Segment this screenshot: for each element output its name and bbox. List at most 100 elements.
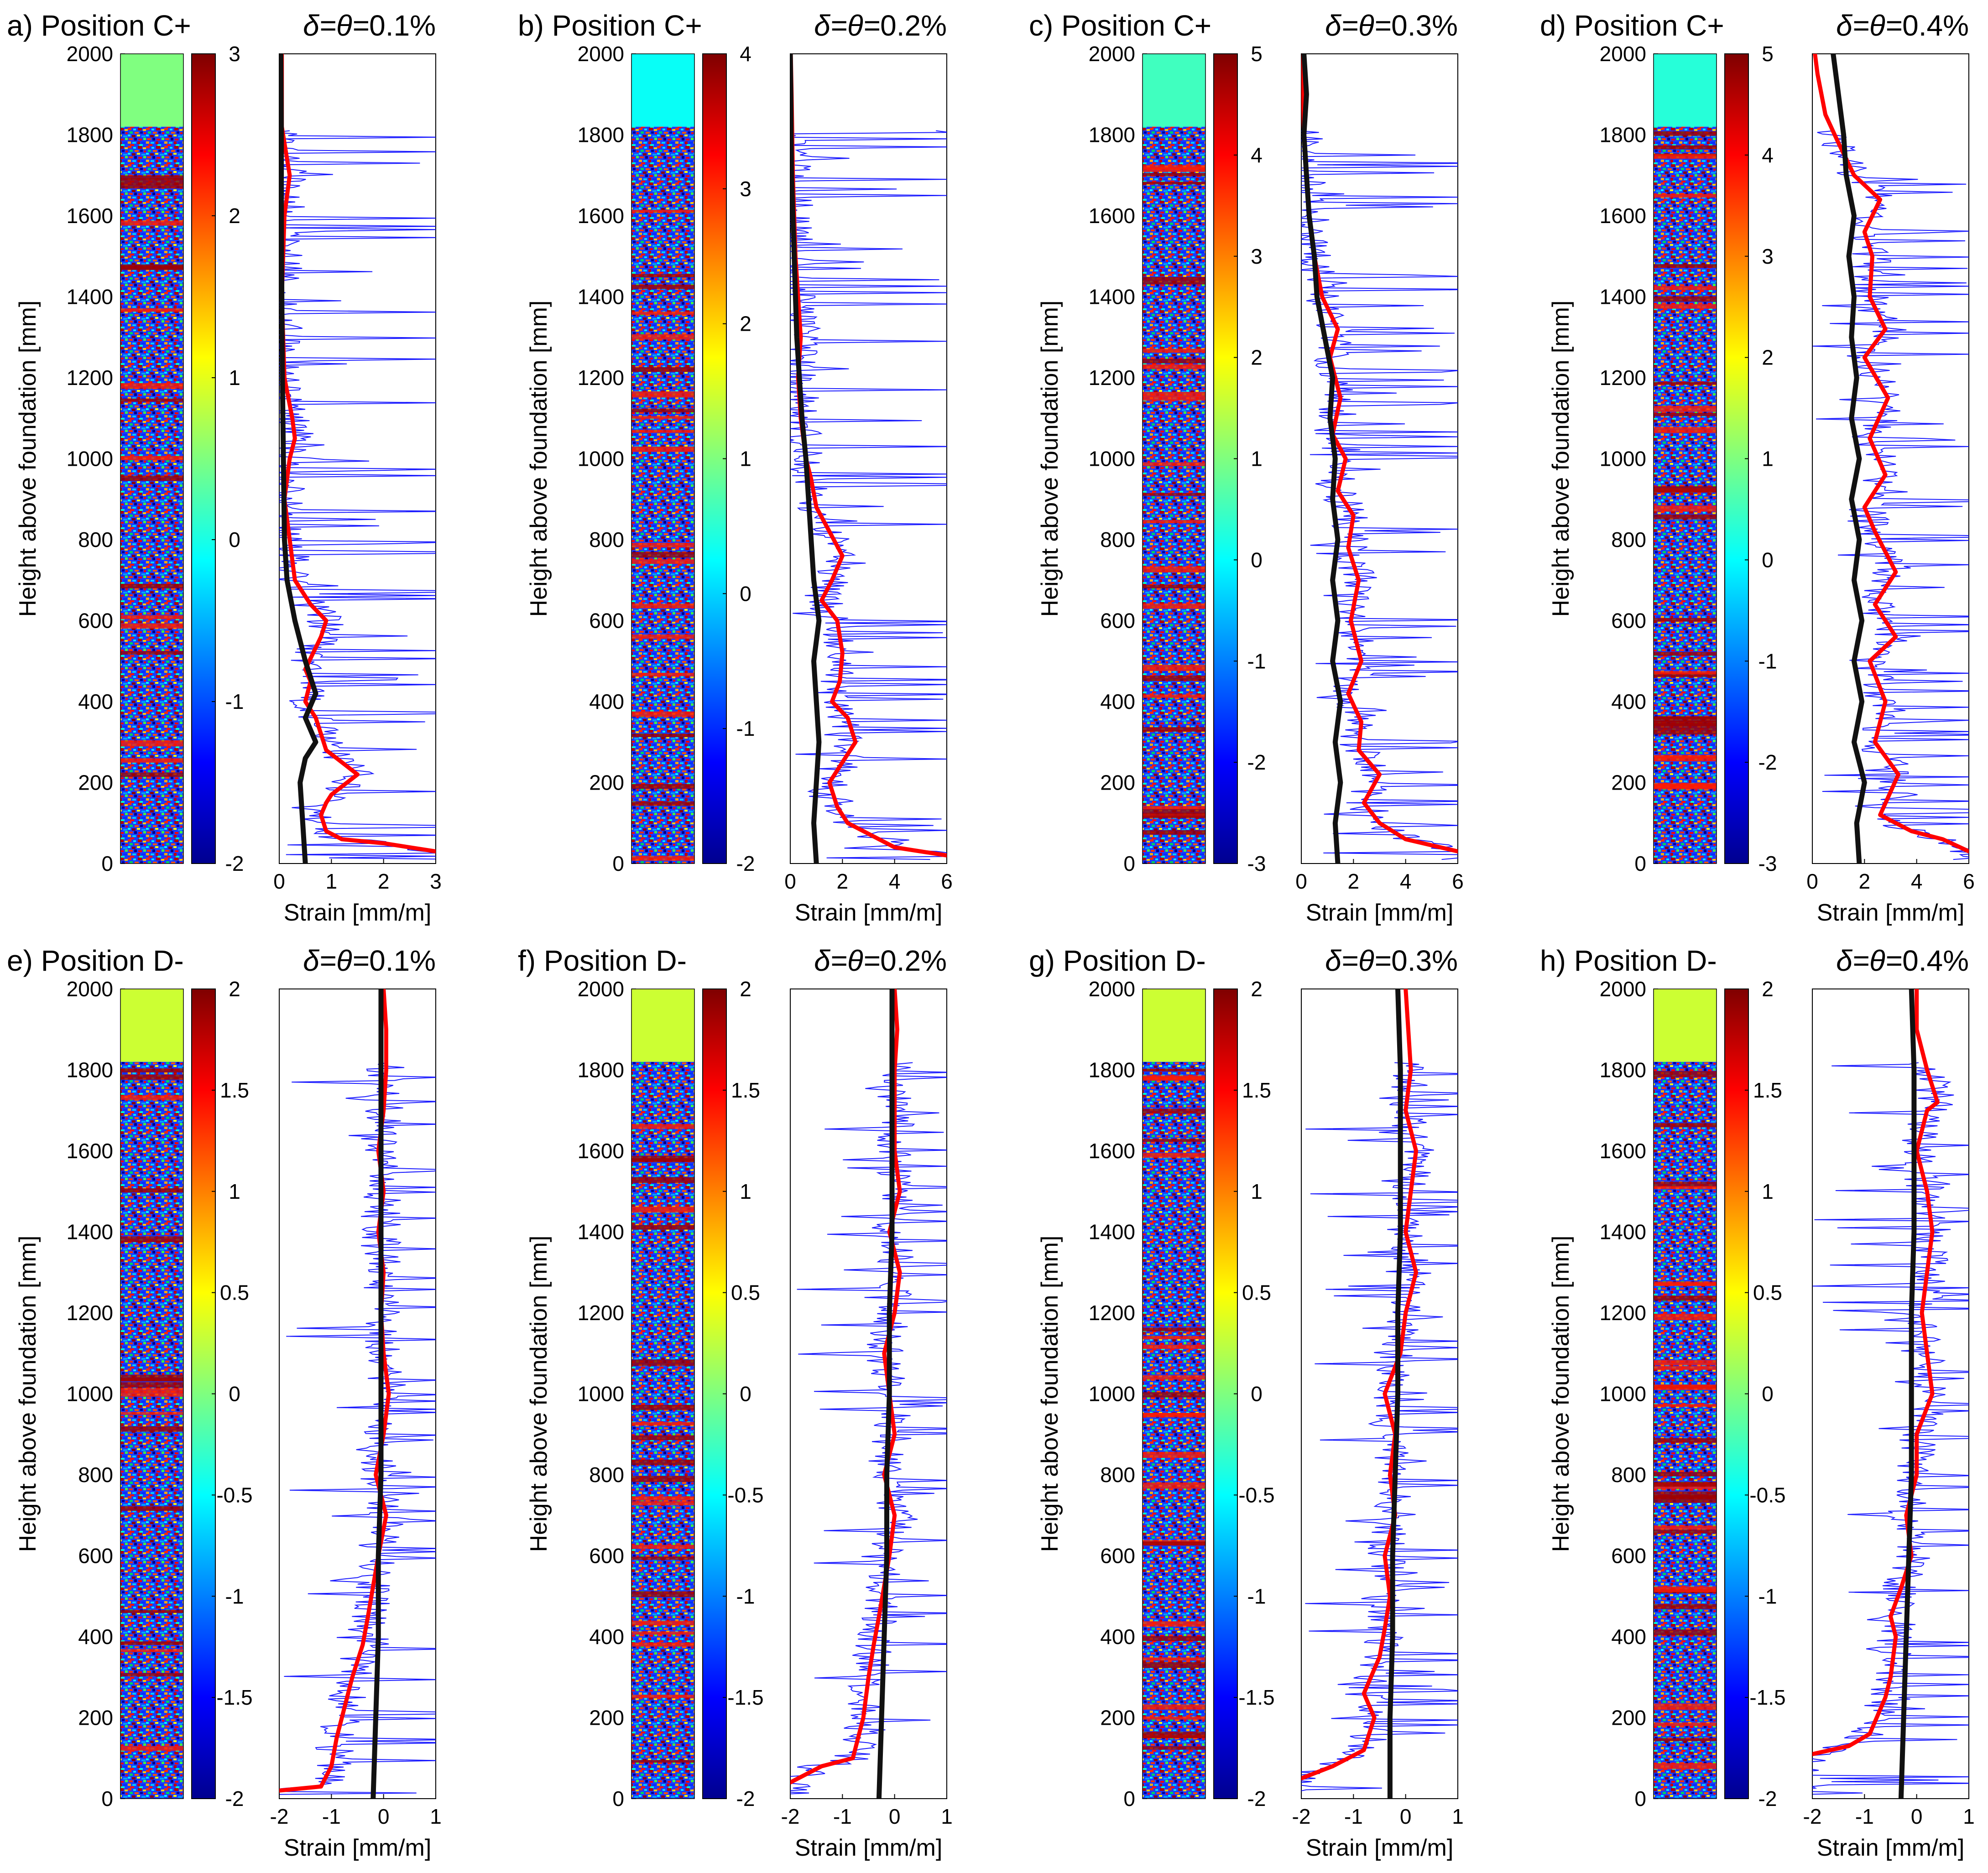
crack-band — [1654, 1497, 1717, 1503]
y-tick-label: 0 — [1123, 852, 1135, 875]
crack-band — [120, 1641, 183, 1645]
y-axis-label: Height above foundation [mm] — [1037, 301, 1063, 617]
crack-band — [631, 559, 694, 564]
load-level-title: δ=θ=0.3% — [1325, 944, 1458, 977]
crack-band — [631, 551, 694, 558]
colorbar-tick-label: 3 — [1251, 245, 1263, 268]
crack-band — [1654, 1491, 1717, 1498]
colorbar-tick-label: 2 — [1251, 346, 1263, 369]
colorbar-tick-label: 0 — [1762, 548, 1774, 572]
y-tick-label: 1000 — [1089, 447, 1135, 471]
y-tick-label: 600 — [78, 609, 113, 633]
y-tick-label: 1600 — [578, 204, 624, 228]
raw-strain-line — [1812, 130, 1969, 860]
crack-band — [1654, 1071, 1717, 1077]
crack-band — [1654, 1703, 1717, 1710]
x-tick-label: -1 — [833, 1805, 852, 1828]
crack-band — [120, 1068, 183, 1073]
y-tick-label: 1000 — [1089, 1382, 1135, 1406]
field-frame — [631, 989, 695, 1799]
x-tick-label: -1 — [1344, 1805, 1363, 1828]
crack-band — [120, 383, 183, 389]
crack-band — [631, 1225, 694, 1230]
crack-band — [631, 1545, 694, 1549]
crack-band — [120, 1506, 183, 1511]
crack-band — [631, 1760, 694, 1763]
colorbar-tick-label: 1.5 — [220, 1078, 249, 1102]
crack-band — [1143, 349, 1205, 353]
panel-title: f) Position D- — [518, 944, 687, 977]
crack-band — [1654, 783, 1717, 789]
colorbar-tick-label: 1 — [740, 447, 751, 471]
black-strain-series — [370, 989, 384, 1799]
crack-band — [1143, 676, 1205, 681]
colorbar-tick-label: 1 — [1251, 1180, 1263, 1203]
load-level-title: δ=θ=0.4% — [1836, 944, 1969, 977]
y-tick-label: 400 — [1611, 1625, 1646, 1649]
panel-a: a) Position C+ δ=θ=0.1% Height above found… — [7, 9, 442, 926]
y-tick-label: 800 — [78, 528, 113, 551]
crack-band — [1143, 520, 1205, 523]
crack-band — [1654, 1123, 1717, 1128]
crack-band — [1654, 1738, 1717, 1742]
colorbar-tick-label: 1 — [229, 1180, 240, 1203]
x-axis-label: Strain [mm/m] — [284, 1835, 432, 1861]
colorbar-tick-label: -0.5 — [1238, 1483, 1274, 1507]
colorbar-tick-label: -1.5 — [1749, 1686, 1785, 1709]
y-tick-label: 600 — [78, 1544, 113, 1568]
crack-band — [1654, 1404, 1717, 1407]
strain-field-image — [631, 126, 694, 864]
crack-band — [1654, 1366, 1717, 1370]
load-level-symbol: δ=θ= — [1836, 944, 1902, 977]
crack-band — [631, 1496, 694, 1501]
crack-band — [1654, 1384, 1717, 1390]
crack-band — [631, 285, 694, 289]
crack-band — [1654, 618, 1717, 622]
x-tick-label: 4 — [889, 869, 901, 893]
panel-title: e) Position D- — [7, 944, 184, 977]
crack-band — [1654, 728, 1717, 735]
load-level-symbol: δ=θ= — [814, 9, 880, 42]
crack-band — [631, 1556, 694, 1560]
crack-band — [120, 178, 183, 185]
y-tick-label: 1000 — [578, 1382, 624, 1406]
field-background — [1654, 989, 1717, 1062]
colorbar-tick-label: 0 — [740, 582, 751, 605]
crack-band — [1143, 603, 1205, 609]
x-tick-label: 0 — [1911, 1805, 1923, 1828]
load-level-value: 0.1% — [369, 944, 436, 977]
y-tick-label: 2000 — [1089, 42, 1135, 66]
y-tick-label: 1800 — [1600, 123, 1646, 147]
crack-band — [1143, 281, 1205, 285]
x-tick-label: 4 — [1400, 869, 1412, 893]
y-tick-label: 1800 — [578, 123, 624, 147]
colorbar-tick-label: 0 — [229, 1382, 240, 1406]
crack-band — [1143, 1336, 1205, 1340]
crack-band — [120, 1382, 183, 1388]
y-tick-label: 0 — [612, 1787, 624, 1811]
load-level-value: 0.4% — [1902, 944, 1969, 977]
y-tick-label: 1800 — [578, 1058, 624, 1082]
raw-strain-line — [790, 130, 947, 860]
x-axis-label: Strain [mm/m] — [1817, 1835, 1965, 1861]
plot-area — [279, 53, 436, 864]
crack-band — [631, 856, 694, 861]
load-level-value: 0.1% — [369, 9, 436, 42]
crack-band — [120, 1391, 183, 1397]
crack-band — [631, 446, 694, 452]
crack-band — [120, 1236, 183, 1243]
y-tick-label: 2000 — [1089, 977, 1135, 1001]
colorbar-tick-label: 2 — [740, 312, 751, 336]
crack-band — [1654, 717, 1717, 723]
colorbar-tick-label: 0 — [740, 1382, 751, 1406]
crack-band — [1143, 1662, 1205, 1668]
crack-band — [1143, 1344, 1205, 1349]
colorbar-tick-label: -2 — [736, 852, 755, 875]
raw-strain-line — [1812, 1062, 1969, 1795]
colorbar — [1724, 989, 1749, 1799]
y-tick-label: 0 — [1634, 852, 1646, 875]
crack-band — [1143, 1732, 1205, 1738]
y-axis-label: Height above foundation [mm] — [15, 301, 41, 617]
y-tick-label: 1800 — [67, 1058, 113, 1082]
x-tick-label: 0 — [1295, 869, 1307, 893]
